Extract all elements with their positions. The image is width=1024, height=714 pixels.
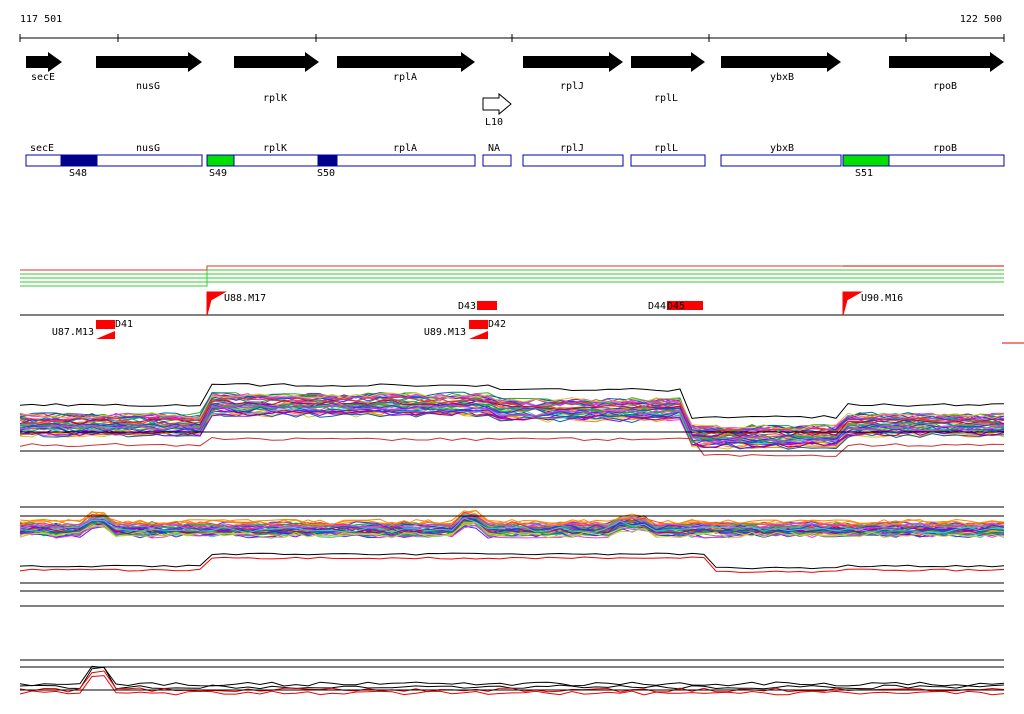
feature-label: D44 (648, 301, 666, 312)
gene-arrow (631, 52, 705, 72)
region-box (25, 154, 203, 167)
coverage-line (20, 273, 1004, 279)
gene-label: nusG (136, 81, 160, 92)
coverage-line (20, 277, 1004, 283)
feature-label: D45 (667, 301, 685, 312)
feature-label: U88.M17 (224, 293, 266, 304)
gene-label: ybxB (770, 72, 794, 83)
coverage-line (20, 269, 1004, 275)
ruler-end: 122 500 (960, 14, 1002, 25)
genes: secE nusG rplK rplA L10 rplJ rplL ybxB rpoB (26, 52, 1004, 128)
gene-label: rplK (263, 93, 287, 104)
gene-label: rpoB (933, 81, 957, 92)
gene-arrow (889, 52, 1004, 72)
region-label: ybxB (770, 143, 794, 154)
region-label: rplJ (560, 143, 584, 154)
ruler-ticks (19, 34, 1005, 42)
region-label: secE (30, 143, 54, 154)
segment (206, 154, 235, 167)
trace (19, 517, 1005, 534)
trace (19, 514, 1005, 530)
trace (19, 556, 1005, 573)
trace (19, 399, 1005, 438)
region-box (630, 154, 706, 167)
trace (19, 552, 1005, 570)
trace (19, 409, 1005, 449)
trace (19, 404, 1005, 444)
coverage-line (20, 265, 1004, 271)
feature-label: U90.M16 (861, 293, 903, 304)
segment-label: S50 (317, 168, 335, 179)
trace (19, 665, 1005, 687)
feature-label: D42 (488, 319, 506, 330)
trace (19, 392, 1005, 431)
feature-label: U87.M13 (52, 327, 94, 338)
feature-box (469, 320, 488, 329)
region-label: rplL (654, 143, 678, 154)
feature-label: U89.M13 (424, 327, 466, 338)
gene-arrow (26, 52, 62, 72)
segment (60, 154, 98, 167)
flag (206, 291, 227, 316)
trace (19, 522, 1005, 539)
segment-label: S49 (209, 168, 227, 179)
gene-arrow (523, 52, 623, 72)
region-box (720, 154, 842, 167)
coverage-line (20, 281, 1004, 287)
region-label: rpoB (933, 143, 957, 154)
trace (19, 675, 1005, 696)
gene-label: secE (31, 72, 55, 83)
segment (842, 154, 890, 167)
region-label: rplK (263, 143, 287, 154)
gene-arrow (96, 52, 202, 72)
region-label: rplA (393, 143, 417, 154)
region-box (482, 154, 512, 167)
feature-label: D41 (115, 319, 133, 330)
gene-label: rplL (654, 93, 678, 104)
gene-label: rplJ (560, 81, 584, 92)
trace (19, 383, 1005, 419)
feature-box (477, 301, 497, 310)
trace (19, 411, 1005, 450)
trace (19, 436, 1005, 457)
feature-box (667, 301, 703, 310)
region-label: NA (488, 143, 500, 154)
feature-box (96, 320, 115, 329)
gene-arrow (721, 52, 841, 72)
features: U88.M17 D43 D44 D45 U90.M16 D41 U87.M13 D42 U89.… (52, 291, 903, 339)
trace (19, 510, 1005, 526)
gene-arrow (337, 52, 475, 72)
region-box (522, 154, 624, 167)
gene-arrow (234, 52, 319, 72)
gene-label: rplA (393, 72, 417, 83)
region-label: nusG (136, 143, 160, 154)
flag (842, 291, 863, 316)
trace (19, 514, 1005, 530)
gene-label: L10 (485, 117, 503, 128)
region-box (206, 154, 476, 167)
trace (19, 515, 1005, 532)
regions: secE nusG rplK rplA NA rplJ rplL ybxB rpoB S48 S49… (25, 143, 1005, 179)
ruler-start: 117 501 (20, 14, 62, 25)
trace (19, 405, 1005, 444)
segment (317, 154, 338, 167)
traces (19, 265, 1005, 696)
gene-arrow (482, 92, 512, 116)
tri (96, 331, 115, 339)
feature-label: D43 (458, 301, 476, 312)
trace (19, 396, 1005, 436)
tri (469, 331, 488, 339)
segment-label: S48 (69, 168, 87, 179)
segment-label: S51 (855, 168, 873, 179)
trace (19, 402, 1005, 442)
